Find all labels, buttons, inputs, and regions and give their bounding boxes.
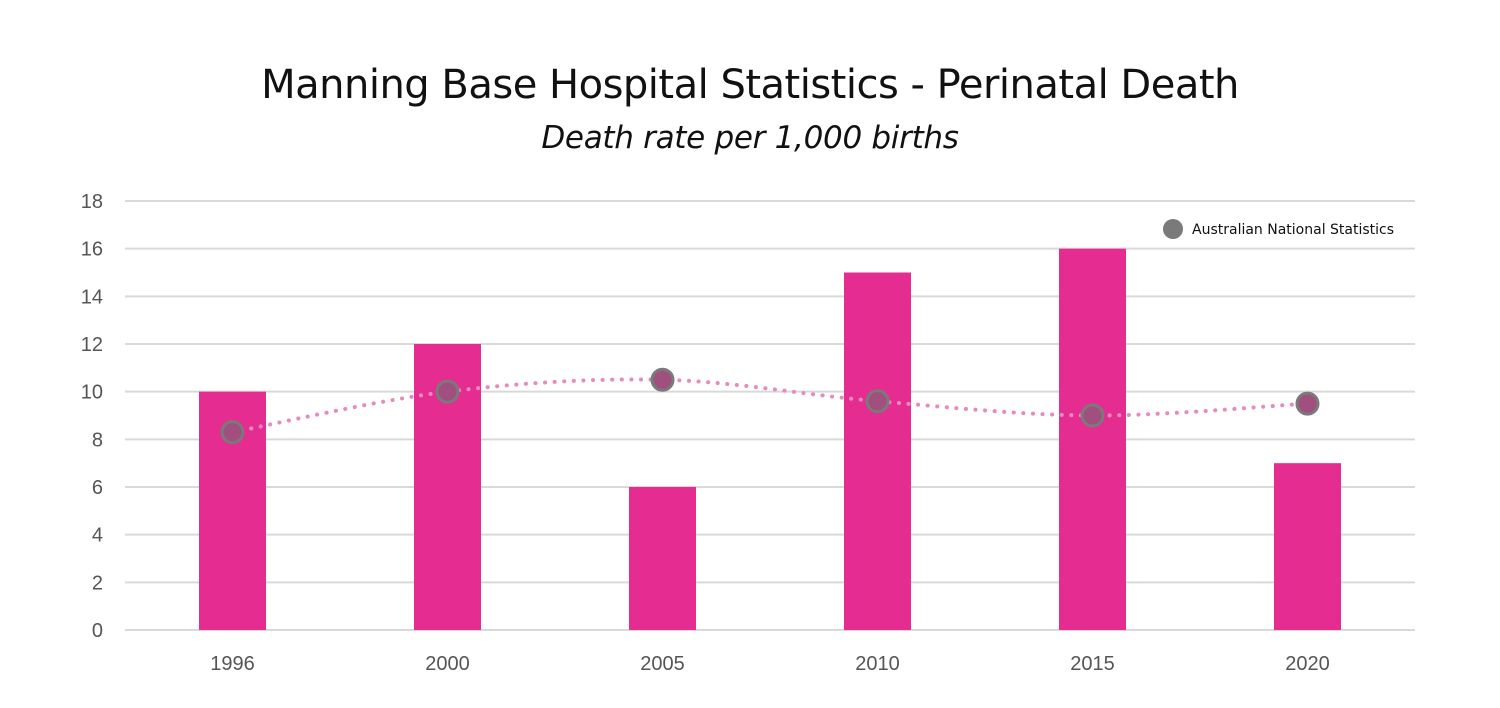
data-point <box>650 367 675 392</box>
y-tick-label: 16 <box>81 239 103 261</box>
data-point <box>1080 403 1105 428</box>
x-tick-label: 1996 <box>210 653 255 675</box>
series-line <box>230 377 1310 435</box>
legend-marker <box>1163 219 1183 239</box>
y-tick-label: 12 <box>81 334 103 356</box>
y-tick-label: 2 <box>92 572 103 594</box>
data-point <box>865 389 890 414</box>
chart-title: Manning Base Hospital Statistics - Perin… <box>261 62 1239 108</box>
x-tick-label: 2010 <box>855 653 900 675</box>
y-tick-label: 18 <box>81 191 103 213</box>
chart-subtitle: Death rate per 1,000 births <box>541 120 959 156</box>
data-point <box>220 420 245 445</box>
data-point <box>1295 391 1320 416</box>
y-tick-label: 8 <box>92 429 103 451</box>
y-tick-label: 14 <box>81 286 103 308</box>
y-tick-label: 10 <box>81 382 103 404</box>
bar <box>1059 248 1126 630</box>
x-tick-label: 2000 <box>425 653 470 675</box>
bar <box>629 487 696 630</box>
y-tick-label: 6 <box>92 477 103 499</box>
bar <box>844 272 911 630</box>
x-tick-label: 2020 <box>1285 653 1330 675</box>
x-tick-label: 2005 <box>640 653 685 675</box>
x-tick-label: 2015 <box>1070 653 1115 675</box>
bar <box>1274 463 1341 630</box>
data-point <box>435 379 460 404</box>
y-tick-label: 4 <box>92 525 103 547</box>
legend-label: Australian National Statistics <box>1192 222 1394 238</box>
y-tick-label: 0 <box>92 620 103 642</box>
